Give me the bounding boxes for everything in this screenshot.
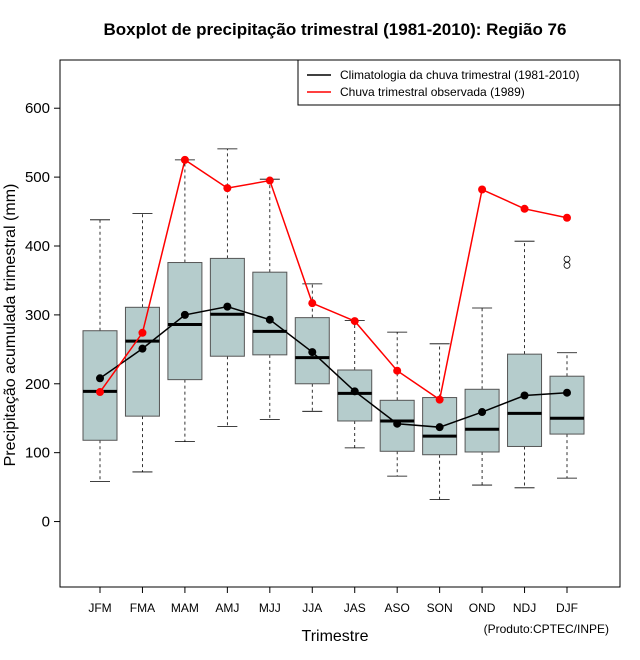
y-axis: 0 100 200 300 400 500 600 <box>25 100 60 531</box>
iqr-box <box>337 369 373 422</box>
chart-title: Boxplot de precipitação trimestral (1981… <box>104 20 567 39</box>
series-point <box>308 348 317 357</box>
series-point <box>96 374 104 383</box>
series-layer <box>96 155 571 432</box>
series-point <box>478 408 487 417</box>
iqr-box <box>167 262 203 381</box>
box-ond <box>464 307 500 486</box>
series-point <box>223 302 232 311</box>
y-tick-label: 200 <box>25 376 50 393</box>
series-climatology <box>96 302 571 432</box>
series-point <box>138 328 147 337</box>
series-line <box>99 305 568 428</box>
y-tick-label: 300 <box>25 307 50 324</box>
series-point <box>265 176 274 185</box>
series-point <box>180 155 189 164</box>
box-aso <box>379 331 415 477</box>
box-jas <box>337 319 373 449</box>
series-point <box>96 388 104 397</box>
x-tick-label: JFM <box>88 601 111 615</box>
x-tick-label: FMA <box>130 601 155 615</box>
legend-label-climatology: Climatologia da chuva trimestral (1981-2… <box>340 68 579 82</box>
series-point <box>393 366 402 375</box>
box-fma <box>124 213 160 473</box>
product-credit: (Produto:CPTEC/INPE) <box>484 622 609 636</box>
legend-frame <box>297 59 621 106</box>
series-point <box>478 185 487 194</box>
series-point <box>563 213 571 222</box>
series-point <box>520 204 529 213</box>
iqr-box <box>549 375 585 435</box>
series-point <box>393 419 402 428</box>
outlier-point <box>563 261 571 269</box>
outlier-point <box>563 255 571 263</box>
iqr-box <box>124 306 160 417</box>
y-tick-label: 500 <box>25 169 50 186</box>
series-point <box>350 317 359 326</box>
series-observed <box>96 155 571 404</box>
series-point <box>350 387 359 396</box>
x-tick-label: OND <box>469 601 496 615</box>
x-tick-label: MAM <box>171 601 199 615</box>
x-tick-label: JJA <box>302 601 322 615</box>
y-axis-title: Precipitação acumulada trimestral (mm) <box>2 184 19 467</box>
series-point <box>180 310 189 319</box>
x-tick-label: DJF <box>556 601 578 615</box>
x-tick-label: AMJ <box>215 601 239 615</box>
series-line <box>99 158 568 401</box>
series-point <box>520 391 529 400</box>
box-mjj <box>252 178 288 421</box>
x-tick-label: NDJ <box>513 601 536 615</box>
iqr-box <box>82 330 118 441</box>
box-son <box>422 343 458 500</box>
legend-label-observed: Chuva trimestral observada (1989) <box>340 85 525 99</box>
boxes-layer <box>82 148 585 500</box>
series-point <box>308 299 317 308</box>
x-tick-label: ASO <box>385 601 410 615</box>
x-axis: JFM FMA MAM AMJ MJJ JJA JAS ASO SON OND NDJ DJF <box>88 587 578 615</box>
y-tick-label: 0 <box>42 514 50 531</box>
x-axis-title: Trimestre <box>302 628 369 645</box>
y-tick-label: 100 <box>25 445 50 462</box>
x-tick-label: SON <box>427 601 453 615</box>
series-point <box>435 423 444 432</box>
series-point <box>138 344 147 353</box>
y-tick-label: 600 <box>25 100 50 117</box>
iqr-box <box>464 388 500 453</box>
series-point <box>223 184 232 193</box>
box-djf <box>549 255 585 479</box>
box-ndj <box>507 240 543 489</box>
series-point <box>435 395 444 404</box>
series-point <box>265 315 274 324</box>
y-tick-label: 400 <box>25 238 50 255</box>
box-jfm <box>82 219 118 483</box>
legend: Climatologia da chuva trimestral (1981-2… <box>297 59 621 106</box>
x-tick-label: MJJ <box>259 601 281 615</box>
series-point <box>563 388 571 397</box>
iqr-box <box>252 271 288 356</box>
box-mam <box>167 159 203 443</box>
x-tick-label: JAS <box>344 601 366 615</box>
